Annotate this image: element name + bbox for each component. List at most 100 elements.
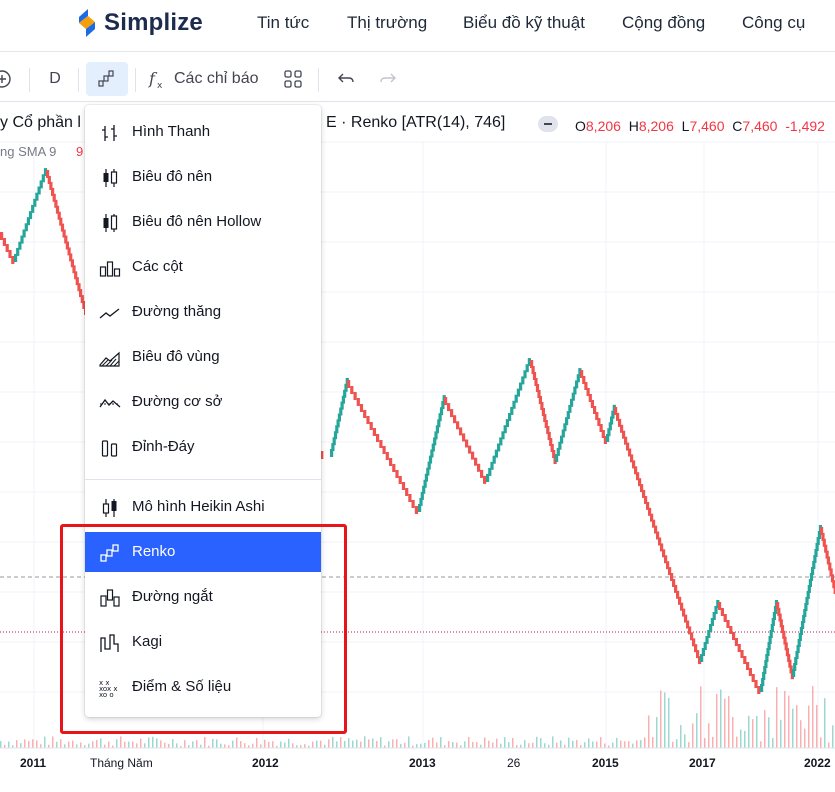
renko-brick — [833, 586, 835, 595]
renko-brick — [652, 519, 656, 528]
renko-brick — [465, 439, 469, 448]
menu-item-area[interactable]: Biêu đô vùng — [85, 337, 321, 377]
menu-item-high-low[interactable]: Đỉnh-Đáy — [85, 427, 321, 467]
volume-bar — [292, 743, 294, 748]
renko-brick — [820, 527, 824, 535]
renko-brick — [570, 398, 574, 407]
line-break-icon — [100, 589, 120, 607]
renko-brick — [462, 433, 466, 442]
renko-brick — [437, 419, 441, 428]
menu-item-baseline[interactable]: Đường cơ sở — [85, 382, 321, 422]
volume-bar — [332, 736, 334, 748]
nav-item-community[interactable]: Cộng đồng — [622, 13, 706, 32]
volume-bar — [588, 738, 590, 748]
volume-bar — [792, 708, 794, 748]
renko-brick — [624, 436, 628, 445]
kagi-icon — [100, 634, 119, 652]
renko-brick — [556, 447, 560, 456]
undo-button[interactable] — [332, 62, 360, 96]
volume-bar — [656, 717, 658, 748]
nav-item-news[interactable]: Tin tức — [257, 13, 310, 32]
volume-bar — [716, 693, 718, 748]
renko-brick — [566, 411, 570, 420]
close-key: C — [732, 118, 743, 134]
close-value: 7,460 — [742, 118, 778, 134]
renko-brick — [794, 657, 798, 665]
renko-brick — [792, 669, 796, 677]
renko-brick — [401, 482, 406, 490]
volume-bar — [228, 745, 230, 748]
renko-brick — [503, 425, 507, 434]
nav-item-technical-chart[interactable]: Biểu đồ kỹ thuật — [463, 13, 585, 32]
renko-brick — [785, 648, 789, 657]
volume-bar — [632, 743, 634, 748]
volume-bar — [48, 744, 50, 748]
time-axis-label: 2013 — [409, 756, 436, 770]
renko-brick — [686, 620, 690, 629]
line-icon — [99, 308, 120, 319]
menu-item-bars[interactable]: Hình Thanh — [85, 112, 321, 152]
nav-item-tools[interactable]: Công cụ — [742, 13, 806, 32]
interval-button[interactable]: D — [49, 70, 61, 87]
redo-button[interactable] — [374, 62, 402, 96]
renko-brick — [811, 567, 815, 575]
grid-icon — [284, 70, 302, 88]
renko-brick — [610, 416, 614, 425]
renko-brick — [783, 636, 787, 645]
menu-item-line-break[interactable]: Đường ngắt — [85, 577, 321, 617]
volume-bar — [420, 743, 422, 748]
renko-brick — [59, 217, 63, 226]
chart-type-button[interactable] — [86, 62, 128, 96]
renko-brick — [723, 614, 727, 622]
renko-brick — [597, 418, 601, 426]
volume-bar — [184, 740, 186, 748]
renko-brick — [571, 392, 575, 401]
menu-item-heikin-ashi[interactable]: Mô hình Heikin Ashi — [85, 487, 321, 527]
menu-item-renko[interactable]: Renko — [85, 532, 321, 572]
volume-bar — [148, 737, 150, 748]
renko-brick — [538, 396, 542, 404]
renko-brick — [664, 555, 668, 564]
renko-brick — [471, 451, 475, 460]
renko-brick — [492, 455, 496, 464]
renko-brick — [793, 663, 797, 671]
menu-item-columns[interactable]: Các cột — [85, 247, 321, 287]
volume-bar — [84, 745, 86, 748]
volume-bar — [620, 740, 622, 748]
menu-item-point-figure[interactable]: x x xox x xo o Điểm & Số liệu — [85, 667, 321, 707]
hide-legend-button[interactable] — [538, 116, 558, 132]
renko-brick — [411, 500, 415, 508]
renko-brick — [549, 438, 553, 446]
volume-bar — [348, 738, 350, 748]
renko-brick — [777, 607, 781, 616]
renko-brick — [771, 618, 775, 626]
heikin-ashi-icon — [102, 499, 117, 517]
renko-brick — [648, 507, 652, 516]
nav-item-market[interactable]: Thị trường — [347, 13, 428, 32]
renko-brick — [540, 402, 544, 410]
renko-brick — [385, 452, 389, 460]
simplize-logo[interactable]: Simplize — [76, 8, 203, 38]
volume-bar — [152, 736, 154, 748]
renko-brick — [599, 424, 603, 432]
menu-item-line[interactable]: Đường thăng — [85, 292, 321, 332]
menu-item-label: Đường cơ sở — [132, 393, 223, 410]
add-symbol-button[interactable] — [0, 62, 14, 96]
menu-item-hollow-candles[interactable]: Biêu đô nên Hollow — [85, 202, 321, 242]
menu-item-candles[interactable]: Biêu đô nên — [85, 157, 321, 197]
renko-brick — [784, 642, 788, 651]
volume-bar — [568, 737, 570, 748]
volume-bar — [316, 740, 318, 748]
renko-brick — [65, 241, 69, 250]
volume-bar — [240, 741, 242, 748]
renko-brick — [805, 597, 809, 605]
menu-item-kagi[interactable]: Kagi — [85, 622, 321, 662]
templates-button[interactable] — [278, 62, 308, 96]
renko-brick — [336, 419, 340, 428]
volume-bar — [820, 737, 822, 748]
volume-bar — [208, 745, 210, 748]
renko-brick — [584, 382, 588, 390]
renko-brick — [16, 247, 20, 256]
